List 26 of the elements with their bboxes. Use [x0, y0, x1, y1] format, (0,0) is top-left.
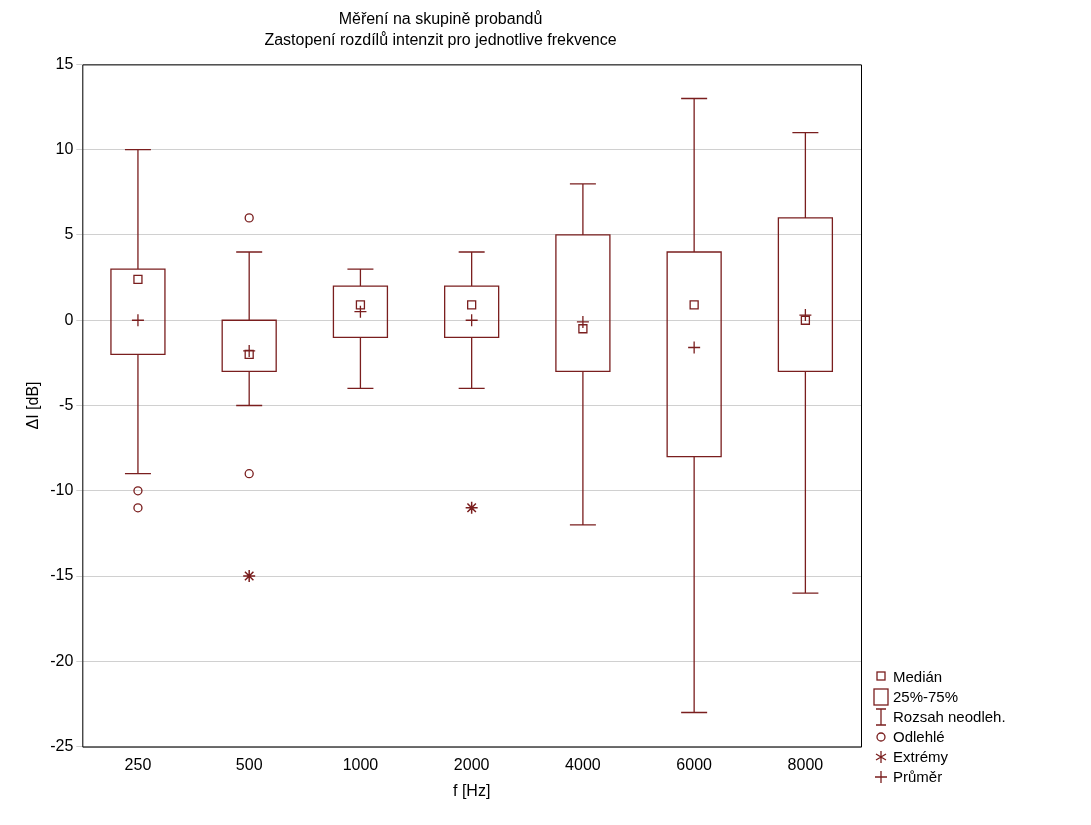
text: Odlehlé	[893, 726, 945, 747]
x-tick-label: 2000	[453, 755, 490, 773]
y-axis-title: ΔI [dB]	[24, 381, 42, 430]
legend-label: Extrémy	[893, 746, 949, 767]
text: Průměr	[893, 766, 943, 787]
x-tick-label: 6000	[676, 755, 713, 773]
text: Medián	[893, 666, 943, 687]
x-tick-label: 4000	[565, 755, 601, 773]
x-tick-label: 8000	[787, 755, 824, 773]
y-tick-label: -20	[50, 651, 74, 669]
text: Rozsah neodleh.	[893, 706, 1006, 727]
chart-title: Měření na skupině probandů	[338, 10, 543, 28]
y-tick-label: 10	[55, 140, 74, 158]
y-tick-label: -10	[50, 481, 74, 499]
y-tick-label: -25	[50, 737, 74, 755]
y-tick-label: -15	[50, 566, 74, 584]
text: 25%-75%	[893, 686, 959, 707]
chart-subtitle: Zastopení rozdílů intenzit pro jednotlive frekvence	[264, 31, 617, 49]
x-axis-title: f [Hz]	[452, 781, 491, 799]
y-tick-label: 15	[55, 54, 74, 72]
x-tick-label: 1000	[342, 755, 379, 773]
y-tick-label: -5	[59, 395, 74, 413]
y-tick-label: 0	[64, 310, 74, 328]
x-tick-label: 250	[124, 755, 152, 773]
x-tick-label: 500	[235, 755, 263, 773]
y-tick-label: 5	[64, 225, 74, 243]
